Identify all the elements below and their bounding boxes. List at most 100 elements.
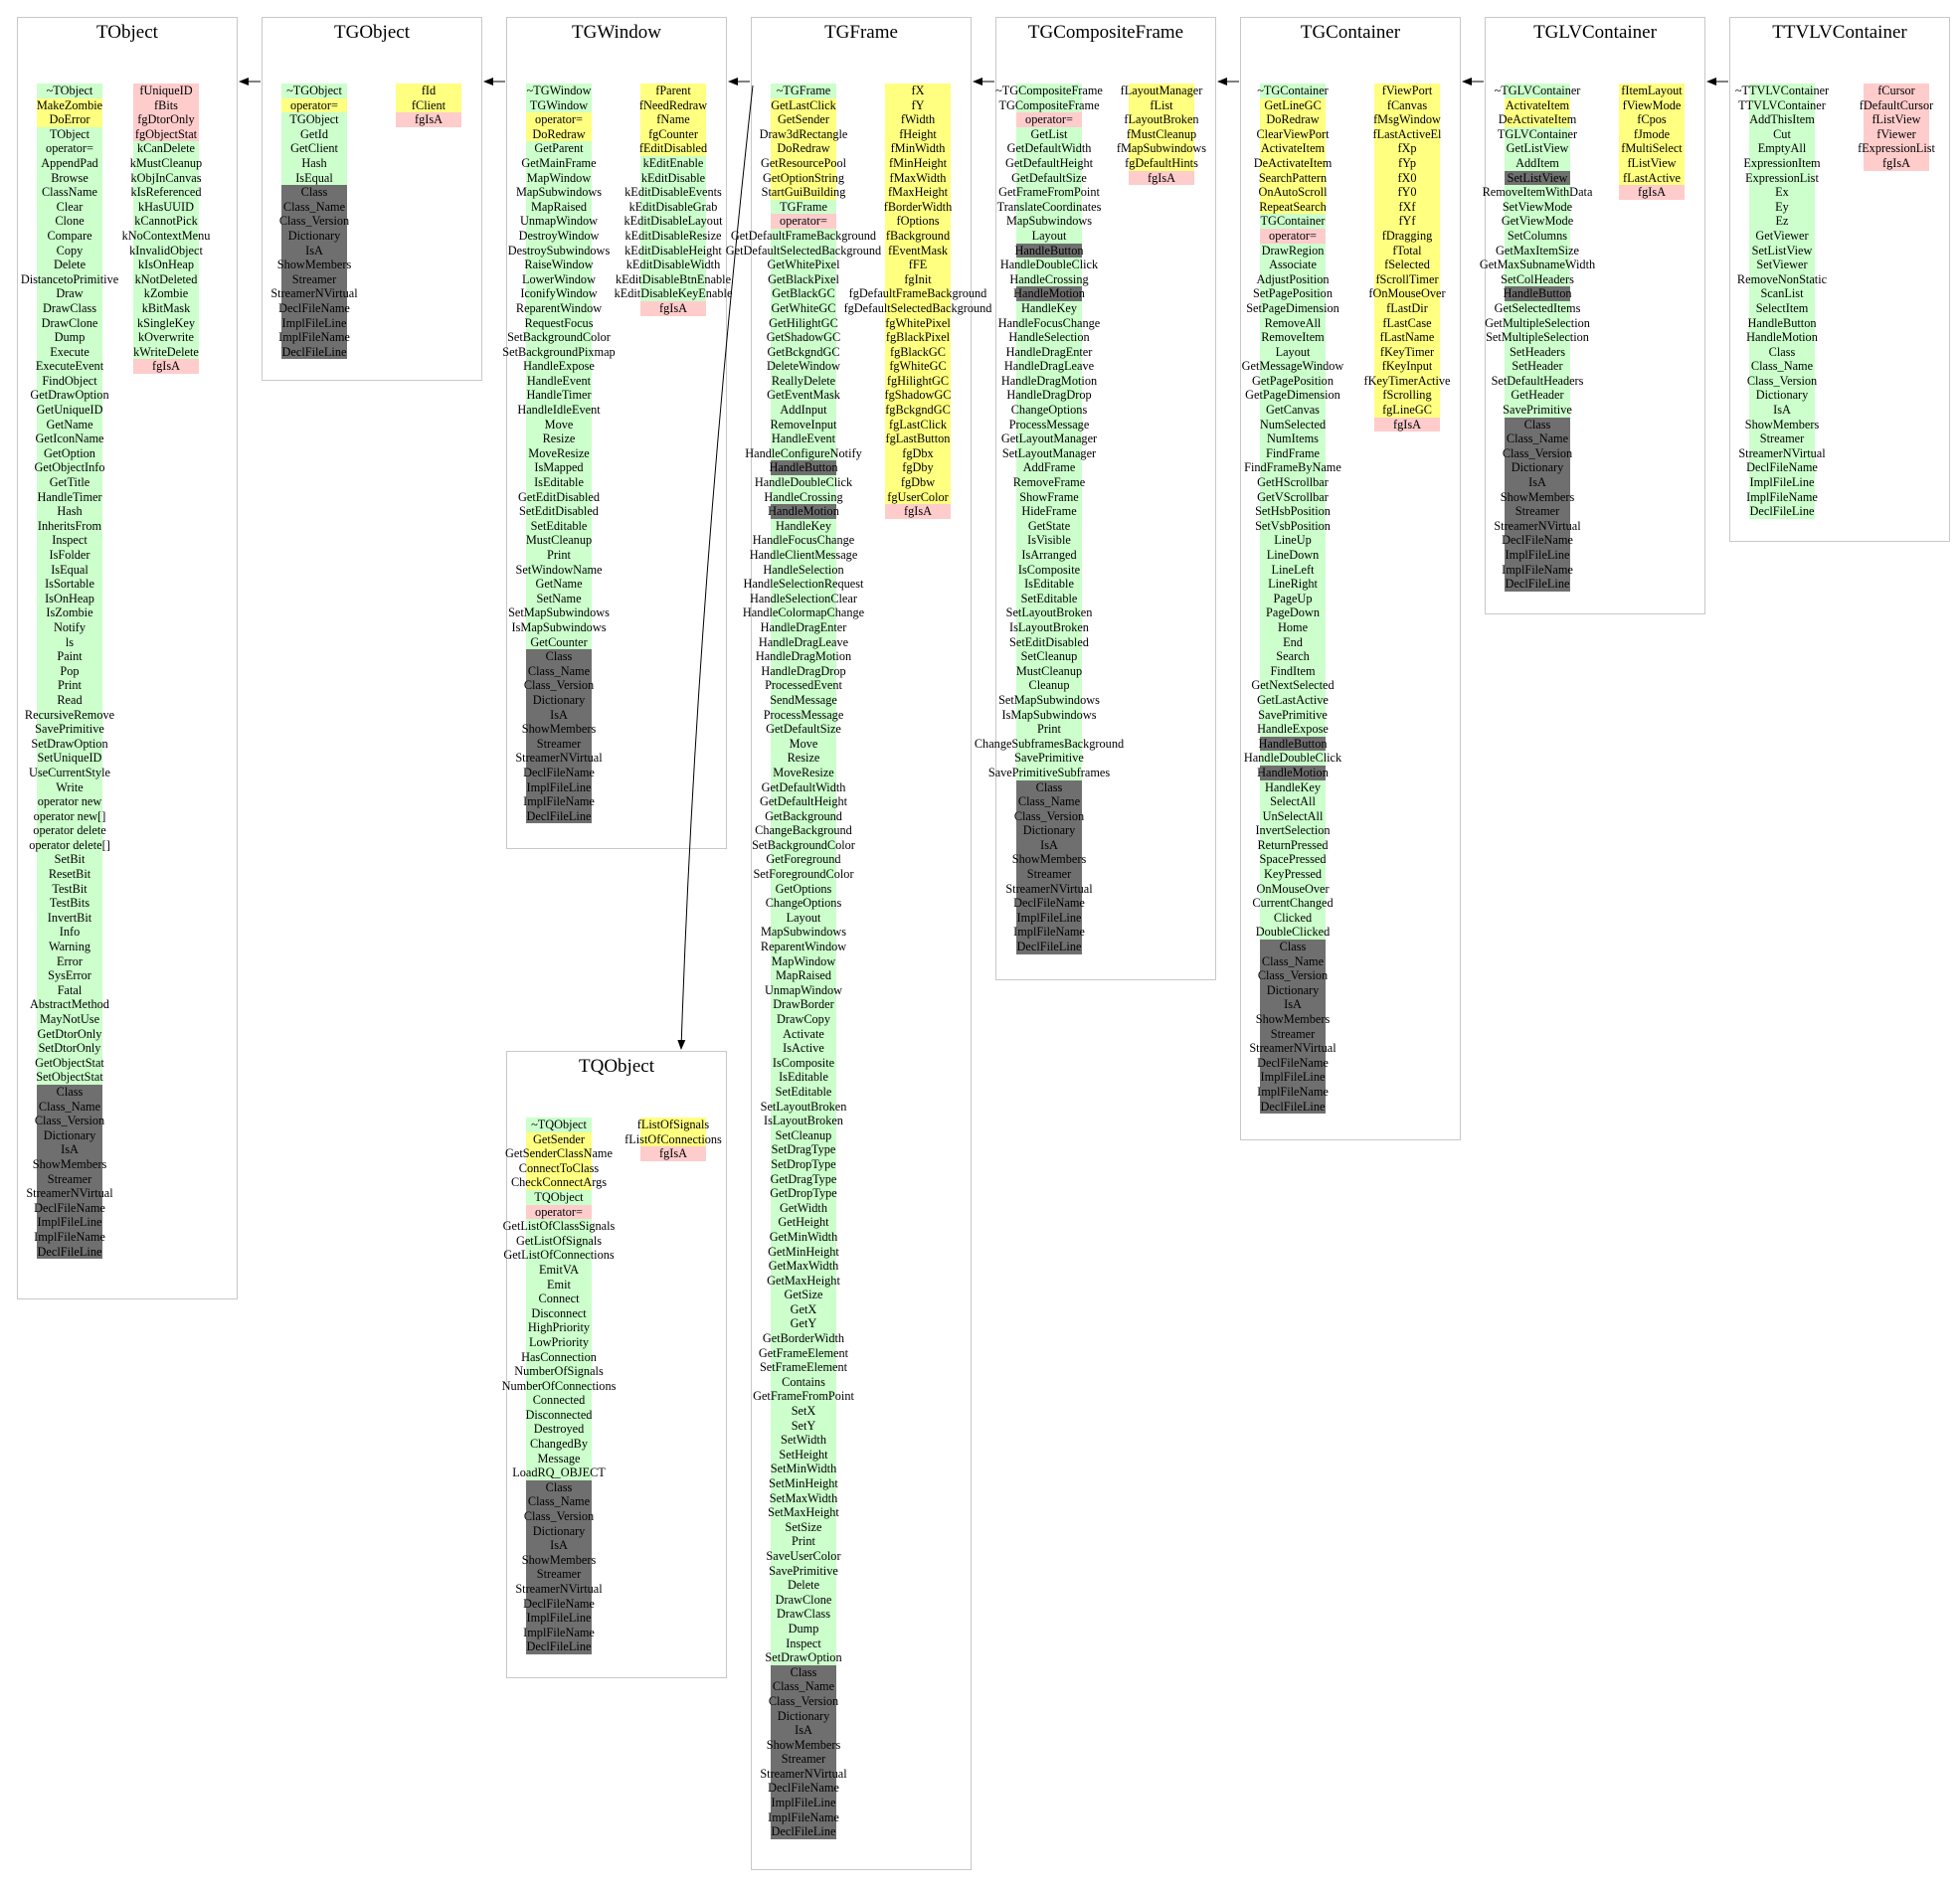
- access-color-swatch: [526, 403, 592, 418]
- method-setminheight: SetMinHeight: [769, 1476, 838, 1491]
- method-getblackpixel: GetBlackPixel: [768, 271, 839, 287]
- method-class-version: Class_Version: [523, 678, 595, 693]
- method-draw: Draw: [36, 286, 102, 301]
- method-streamer: Streamer: [1015, 867, 1082, 882]
- access-color-swatch: [525, 751, 592, 766]
- access-color-swatch: [37, 141, 102, 156]
- method-setwindowname: SetWindowName: [515, 562, 603, 578]
- method-handlemotion: HandleMotion: [1013, 286, 1085, 301]
- method-searchpattern: SearchPattern: [1258, 170, 1328, 186]
- access-color-swatch: [526, 562, 592, 578]
- method-setheaders: SetHeaders: [1505, 344, 1570, 360]
- method-reallydelete: ReallyDelete: [771, 373, 836, 389]
- method-streamer: Streamer: [1748, 431, 1815, 446]
- member-knotdeleted: kNotDeleted: [133, 271, 199, 287]
- method-getdrawoption: GetDrawOption: [30, 388, 109, 404]
- access-color-swatch: [525, 155, 592, 171]
- method-isa: IsA: [1259, 997, 1326, 1012]
- member-kcandelete: kCanDelete: [132, 141, 199, 156]
- access-color-swatch: [36, 1171, 102, 1187]
- member-fyp: fYp: [1374, 155, 1440, 171]
- method-keypressed: KeyPressed: [1260, 867, 1326, 882]
- access-color-swatch: [133, 228, 199, 244]
- method-handleexpose: HandleExpose: [523, 359, 595, 374]
- access-color-swatch: [133, 286, 199, 301]
- method-changesubframesbackground: ChangeSubframesBackground: [974, 736, 1125, 752]
- method-setpageposition: SetPagePosition: [1253, 286, 1333, 301]
- member-fx0: fX0: [1374, 170, 1440, 186]
- member-fgisa: fgIsA: [1373, 417, 1440, 432]
- method-tgframe: ~TGFrame: [771, 84, 836, 98]
- access-color-swatch: [36, 445, 102, 461]
- method-setx: SetX: [770, 1404, 836, 1419]
- method-dictionary: Dictionary: [526, 692, 592, 708]
- method-drawclone: DrawClone: [37, 315, 102, 331]
- method-declfileline: DeclFileLine: [1504, 577, 1570, 592]
- access-color-swatch: [37, 722, 102, 737]
- method-streamernvirtual: StreamerNVirtual: [1494, 518, 1581, 534]
- method-dictionary: Dictionary: [1505, 460, 1570, 476]
- method-tobject: ~TObject: [36, 84, 102, 98]
- method-doredraw: DoRedraw: [771, 141, 836, 156]
- member-flayoutmanager: fLayoutManager: [1120, 84, 1203, 98]
- method-getmultipleselection: GetMultipleSelection: [1485, 315, 1590, 331]
- method-ttvlvcontainer: TTVLVContainer: [1738, 97, 1826, 113]
- access-color-swatch: [281, 228, 347, 244]
- method-getresourcepool: GetResourcePool: [760, 155, 847, 171]
- access-color-swatch: [526, 300, 592, 316]
- method-abstractmethod: AbstractMethod: [30, 997, 109, 1012]
- method-gethscrollbar: GetHScrollbar: [1257, 475, 1329, 490]
- access-color-swatch: [37, 504, 102, 519]
- access-color-swatch: [526, 518, 592, 534]
- method-moveresize: MoveResize: [770, 765, 836, 780]
- method-declfilename: DeclFileName: [1746, 460, 1818, 476]
- member-fcanvas: fCanvas: [1373, 97, 1440, 113]
- member-fjmode: fJmode: [1618, 126, 1685, 142]
- access-color-swatch: [36, 605, 102, 620]
- method-implfilename: ImplFileName: [34, 1229, 105, 1245]
- method-processmessage: ProcessMessage: [763, 707, 844, 723]
- method-class-version: Class_Version: [523, 1509, 595, 1524]
- member-flistview: fListView: [1619, 155, 1685, 171]
- method-testbit: TestBit: [36, 881, 102, 897]
- member-kobjincanvas: kObjInCanvas: [130, 170, 202, 186]
- method-print: Print: [525, 548, 592, 563]
- access-color-swatch: [525, 504, 592, 519]
- member-fgisa: fgIsA: [1128, 170, 1194, 186]
- method-tgwindow: ~TGWindow: [526, 84, 592, 98]
- method-getsender: GetSender: [526, 1131, 592, 1147]
- access-color-swatch: [526, 286, 592, 301]
- method-tgcompositeframe: TGCompositeFrame: [998, 97, 1100, 113]
- access-color-swatch: [36, 997, 102, 1012]
- method-setheader: SetHeader: [1505, 359, 1570, 374]
- member-fdefaultcursor: fDefaultCursor: [1859, 97, 1934, 113]
- member-fgisa: fgIsA: [639, 1146, 706, 1161]
- member-fscrolltimer: fScrollTimer: [1374, 271, 1440, 287]
- member-keditdisablekeyenable: kEditDisableKeyEnable: [614, 286, 733, 301]
- method-declfilename: DeclFileName: [34, 1200, 105, 1216]
- member-kinvalidobject: kInvalidObject: [129, 243, 203, 258]
- method-class: Class: [37, 1084, 102, 1100]
- method-removeitemwithdata: RemoveItemWithData: [1482, 185, 1593, 200]
- method-connected: Connected: [526, 1393, 592, 1408]
- method-class-name: Class_Name: [525, 663, 592, 679]
- method-handledoubleclick: HandleDoubleClick: [1243, 751, 1342, 766]
- member-keditdisablelayout: kEditDisableLayout: [624, 214, 723, 229]
- method-showmembers: ShowMembers: [1500, 489, 1575, 505]
- access-color-swatch: [36, 286, 102, 301]
- method-implfilename: ImplFileName: [1257, 1084, 1329, 1100]
- access-color-swatch: [526, 619, 592, 635]
- method-move: Move: [525, 417, 592, 432]
- method-getlistofconnections: GetListOfConnections: [503, 1248, 615, 1263]
- method-implfileline: ImplFileLine: [36, 1215, 102, 1230]
- member-fmultiselect: fMultiSelect: [1618, 141, 1685, 156]
- method-finditem: FindItem: [1260, 663, 1326, 679]
- method-islayoutbroken: IsLayoutBroken: [764, 1114, 843, 1128]
- method-getborderwidth: GetBorderWidth: [762, 1331, 845, 1346]
- method-setcolheaders: SetColHeaders: [1501, 271, 1574, 287]
- access-color-swatch: [281, 155, 347, 171]
- method-disconnect: Disconnect: [525, 1305, 592, 1321]
- access-color-swatch: [526, 84, 592, 98]
- member-ksinglekey: kSingleKey: [133, 315, 199, 331]
- method-getmaxitemsize: GetMaxItemSize: [1495, 243, 1579, 258]
